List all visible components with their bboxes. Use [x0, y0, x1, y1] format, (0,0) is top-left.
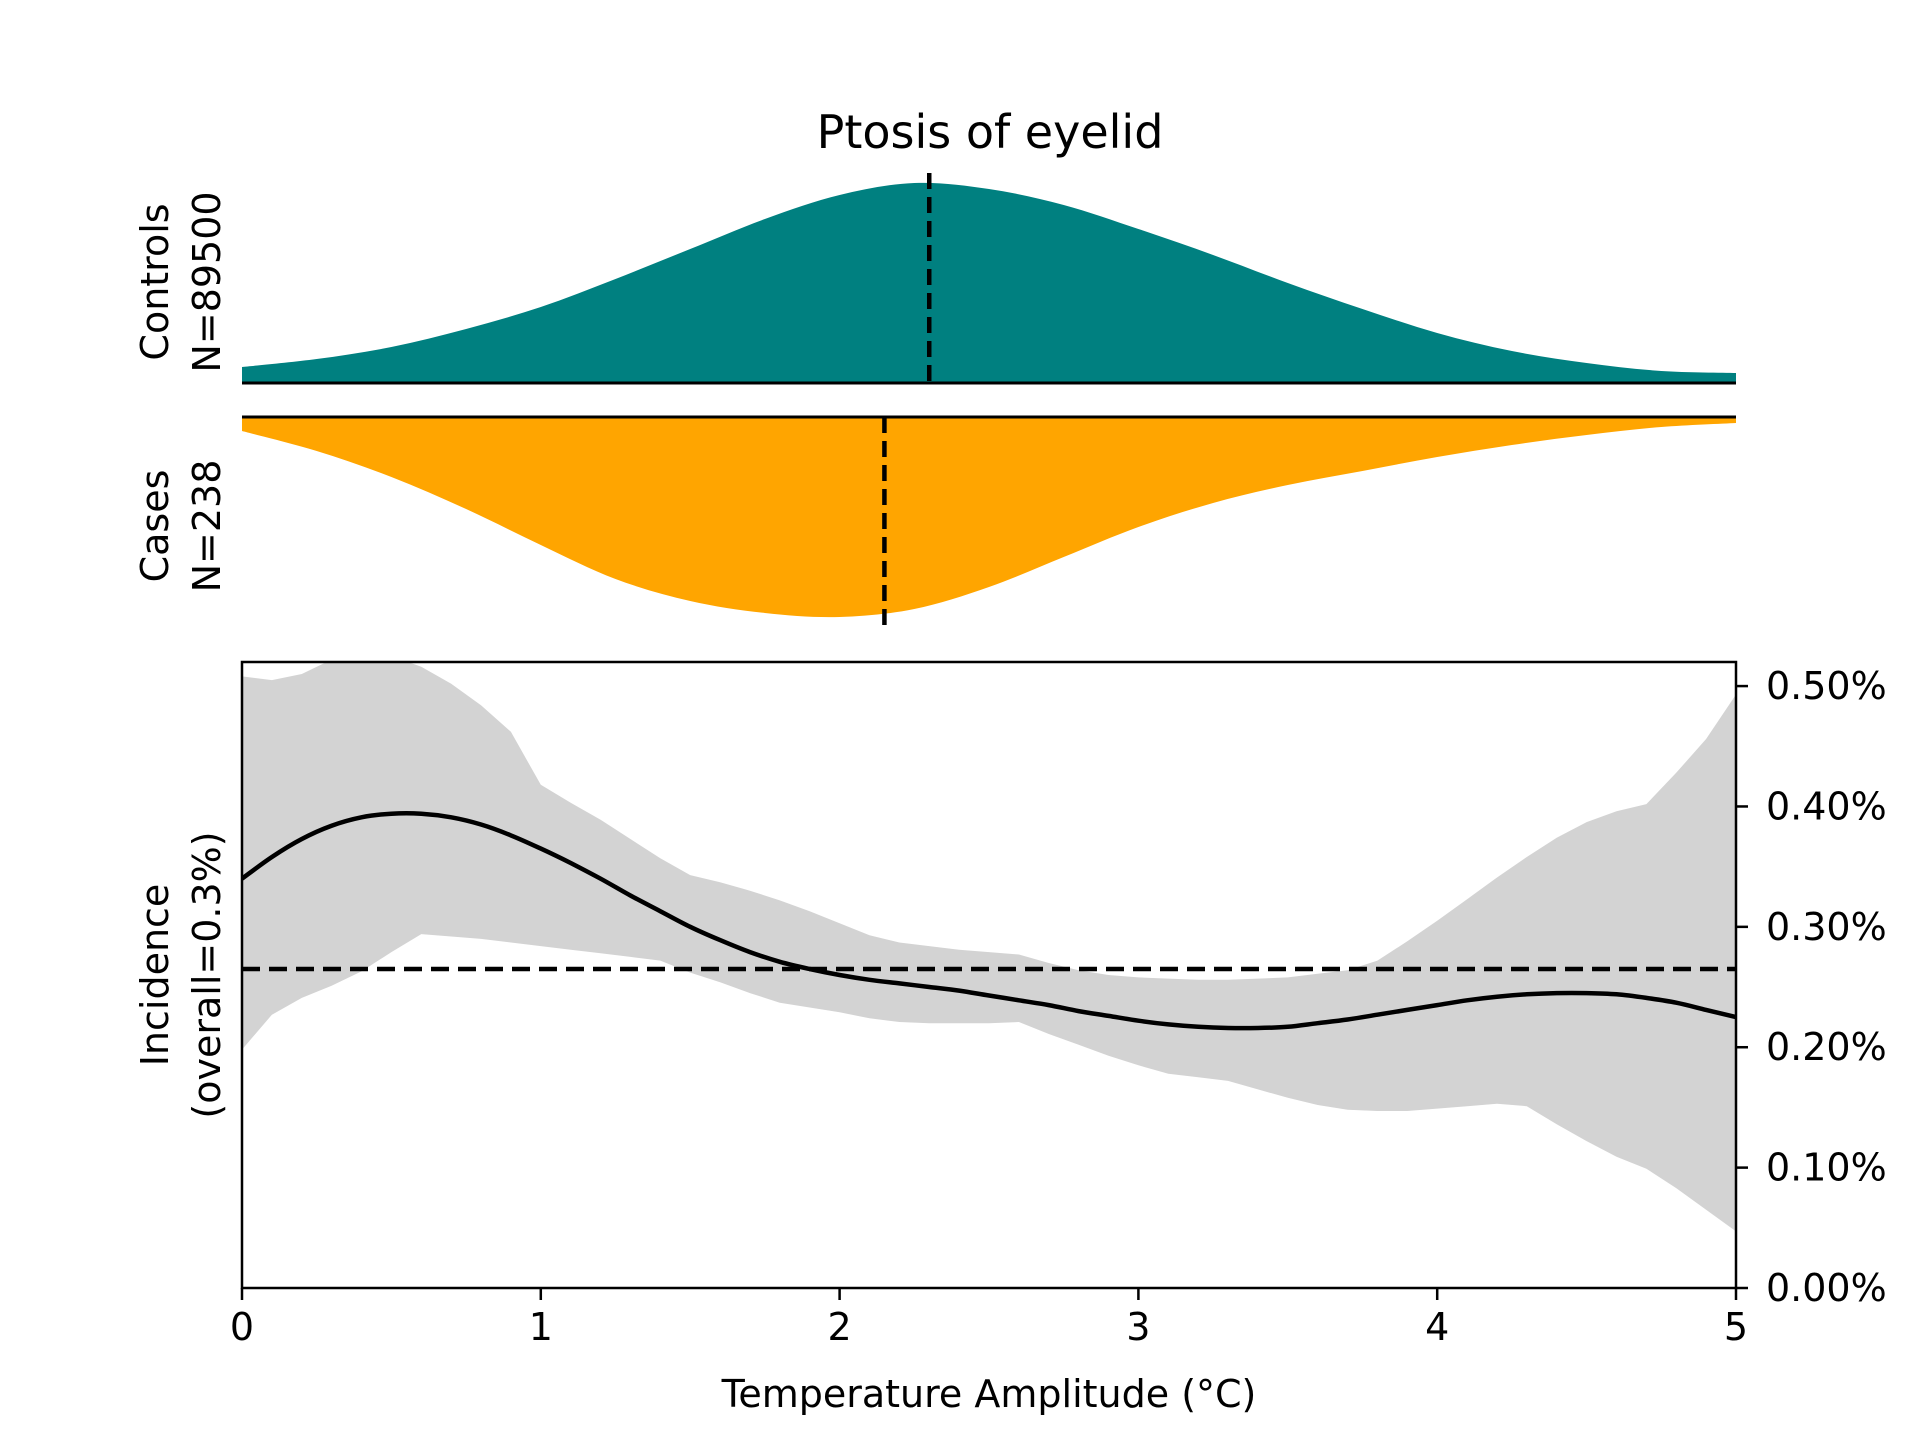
- x-tick-label: 2: [828, 1305, 852, 1349]
- controls-panel: Controls N=89500: [133, 173, 1736, 385]
- incidence-panel: 0 1 2 3 4 5 0.00% 0.10% 0.20% 0.30% 0.40% 0.50% In…: [133, 660, 1887, 1416]
- y-axis-right: 0.00% 0.10% 0.20% 0.30% 0.40% 0.50%: [1736, 664, 1887, 1310]
- y-tick-label: 0.00%: [1766, 1266, 1887, 1310]
- controls-density-area: [242, 182, 1736, 383]
- y-tick-label: 0.50%: [1766, 664, 1887, 708]
- x-tick-label: 1: [529, 1305, 553, 1349]
- x-tick-label: 5: [1724, 1305, 1748, 1349]
- y-tick-label: 0.20%: [1766, 1025, 1887, 1069]
- chart-title: Ptosis of eyelid: [817, 105, 1164, 159]
- y-tick-label: 0.30%: [1766, 905, 1887, 949]
- controls-n-label: N=89500: [185, 191, 229, 372]
- x-axis-label: Temperature Amplitude (°C): [721, 1372, 1257, 1416]
- incidence-ylabel: Incidence: [133, 884, 177, 1067]
- cases-label: Cases: [133, 470, 177, 583]
- incidence-ylabel-overall: (overall=0.3%): [185, 831, 229, 1118]
- incidence-axes-frame: [240, 660, 1738, 1290]
- incidence-line: [242, 811, 1736, 1031]
- incidence-ci-band: [242, 662, 1736, 1232]
- cases-n-label: N=238: [185, 460, 229, 593]
- x-tick-label: 0: [230, 1305, 254, 1349]
- x-tick-label: 3: [1126, 1305, 1150, 1349]
- y-tick-label: 0.10%: [1766, 1146, 1887, 1190]
- cases-panel: Cases N=238: [133, 415, 1736, 626]
- controls-label: Controls: [133, 203, 177, 360]
- y-tick-label: 0.40%: [1766, 784, 1887, 828]
- x-tick-label: 4: [1425, 1305, 1449, 1349]
- cases-density-area: [242, 417, 1736, 618]
- x-axis: 0 1 2 3 4 5: [230, 1288, 1748, 1349]
